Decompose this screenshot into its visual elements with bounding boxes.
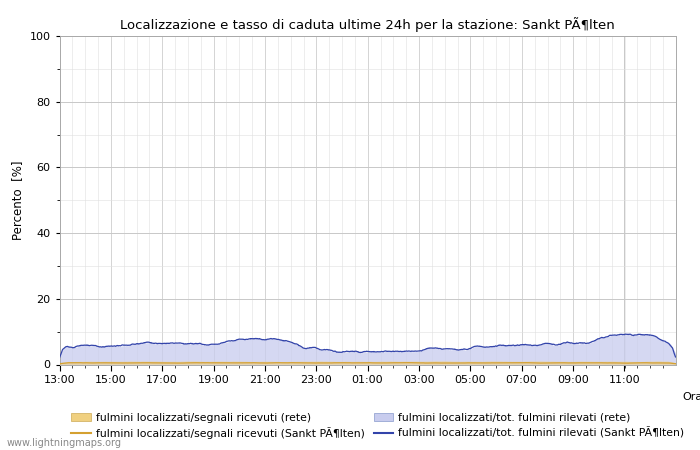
Y-axis label: Percento  [%]: Percento [%] — [11, 161, 24, 240]
Legend: fulmini localizzati/segnali ricevuti (rete), fulmini localizzati/segnali ricevut: fulmini localizzati/segnali ricevuti (re… — [71, 413, 685, 439]
Text: www.lightningmaps.org: www.lightningmaps.org — [7, 438, 122, 448]
Title: Localizzazione e tasso di caduta ultime 24h per la stazione: Sankt PÃ¶lten: Localizzazione e tasso di caduta ultime … — [120, 17, 615, 32]
Text: Orario: Orario — [682, 392, 700, 402]
